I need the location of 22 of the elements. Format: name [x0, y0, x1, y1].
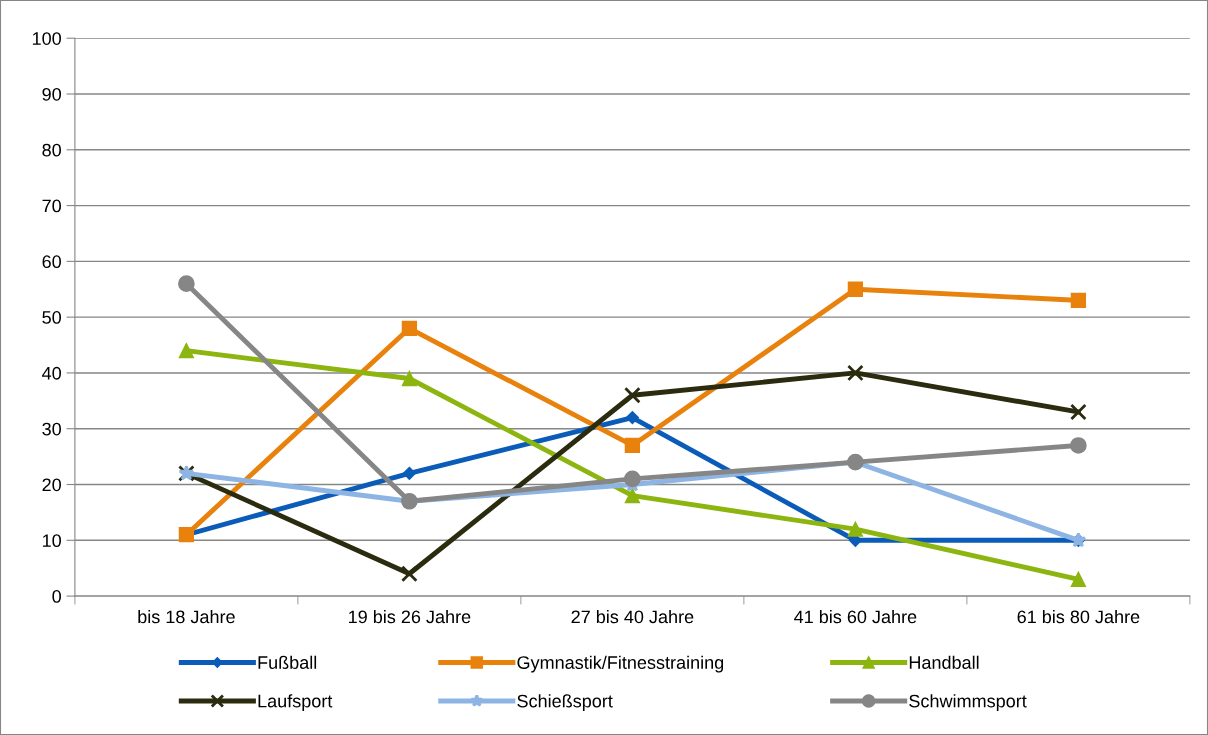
- legend-label: Schwimmsport: [909, 694, 1027, 712]
- y-tick-label: 60: [42, 255, 61, 269]
- legend-label: Gymnastik/Fitnesstraining: [517, 655, 724, 673]
- y-tick-label: 30: [42, 422, 61, 436]
- legend-label: Fußball: [258, 655, 317, 669]
- x-tick-label: 19 bis 26 Jahre: [349, 609, 471, 624]
- legend-label: Handball: [909, 655, 979, 669]
- y-tick-label: 0: [52, 590, 61, 603]
- y-tick-label: 40: [42, 366, 61, 380]
- y-tick-label: 90: [42, 87, 61, 101]
- y-tick-label: 50: [42, 311, 61, 324]
- y-tick-label: 10: [43, 534, 61, 548]
- y-tick-label: 80: [42, 143, 61, 157]
- y-tick-label: 70: [42, 199, 61, 213]
- legend-label: Schießsport: [517, 694, 613, 712]
- legend-label: Laufsport: [258, 694, 333, 712]
- x-tick-label: 41 bis 60 Jahre: [794, 609, 917, 624]
- y-tick-label: 100: [32, 32, 61, 45]
- x-tick-label: 27 bis 40 Jahre: [571, 609, 694, 624]
- x-tick-label: bis 18 Jahre: [138, 609, 235, 624]
- x-tick-label: 61 bis 80 Jahre: [1017, 609, 1140, 624]
- y-tick-label: 20: [42, 478, 61, 492]
